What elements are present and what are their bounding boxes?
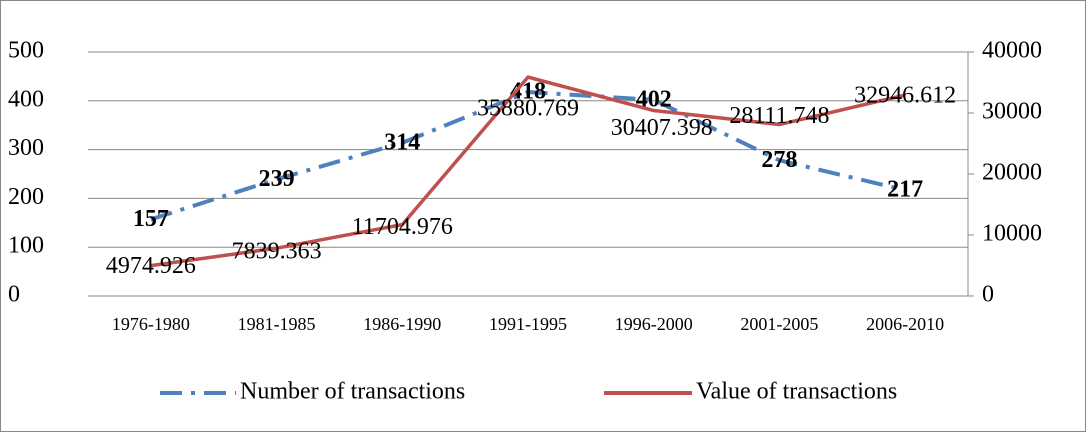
y-tick-label: 500 [8,38,44,64]
x-tick-label: 1996-2000 [615,314,693,334]
y-tick-label: 200 [8,184,44,210]
data-label: 35880.769 [477,96,579,122]
y-tick-label: 0 [8,282,20,308]
x-tick-label: 2006-2010 [866,314,944,334]
x-tick-label: 1991-1995 [489,314,567,334]
x-tick-label: 2001-2005 [740,314,818,334]
data-label: 157 [133,206,169,232]
data-label: 4974.926 [106,253,196,279]
data-label: 239 [259,166,295,192]
y2-tick-label: 10000 [982,221,1042,247]
data-label: 32946.612 [854,83,956,109]
data-label: 11704.976 [352,214,453,240]
y2-tick-label: 20000 [982,160,1042,186]
y-tick-label: 300 [8,135,44,161]
y2-tick-label: 40000 [982,38,1042,64]
data-label: 278 [761,147,797,173]
y2-tick-label: 0 [982,282,994,308]
x-tick-label: 1976-1980 [112,314,190,334]
series-line [150,90,906,222]
series-line [150,75,906,268]
x-tick-label: 1986-1990 [363,314,441,334]
y2-tick-label: 30000 [982,99,1042,125]
y-tick-label: 100 [8,233,44,259]
data-label: 30407.398 [611,115,713,141]
data-label: 217 [887,177,923,203]
y-tick-label: 400 [8,86,44,112]
legend-label: Number of transactions [240,379,465,405]
data-label: 314 [384,129,420,155]
data-label: 28111.748 [729,103,829,129]
x-tick-label: 1981-1985 [238,314,316,334]
legend-label: Value of transactions [696,379,897,405]
data-label: 7839.363 [232,239,322,265]
